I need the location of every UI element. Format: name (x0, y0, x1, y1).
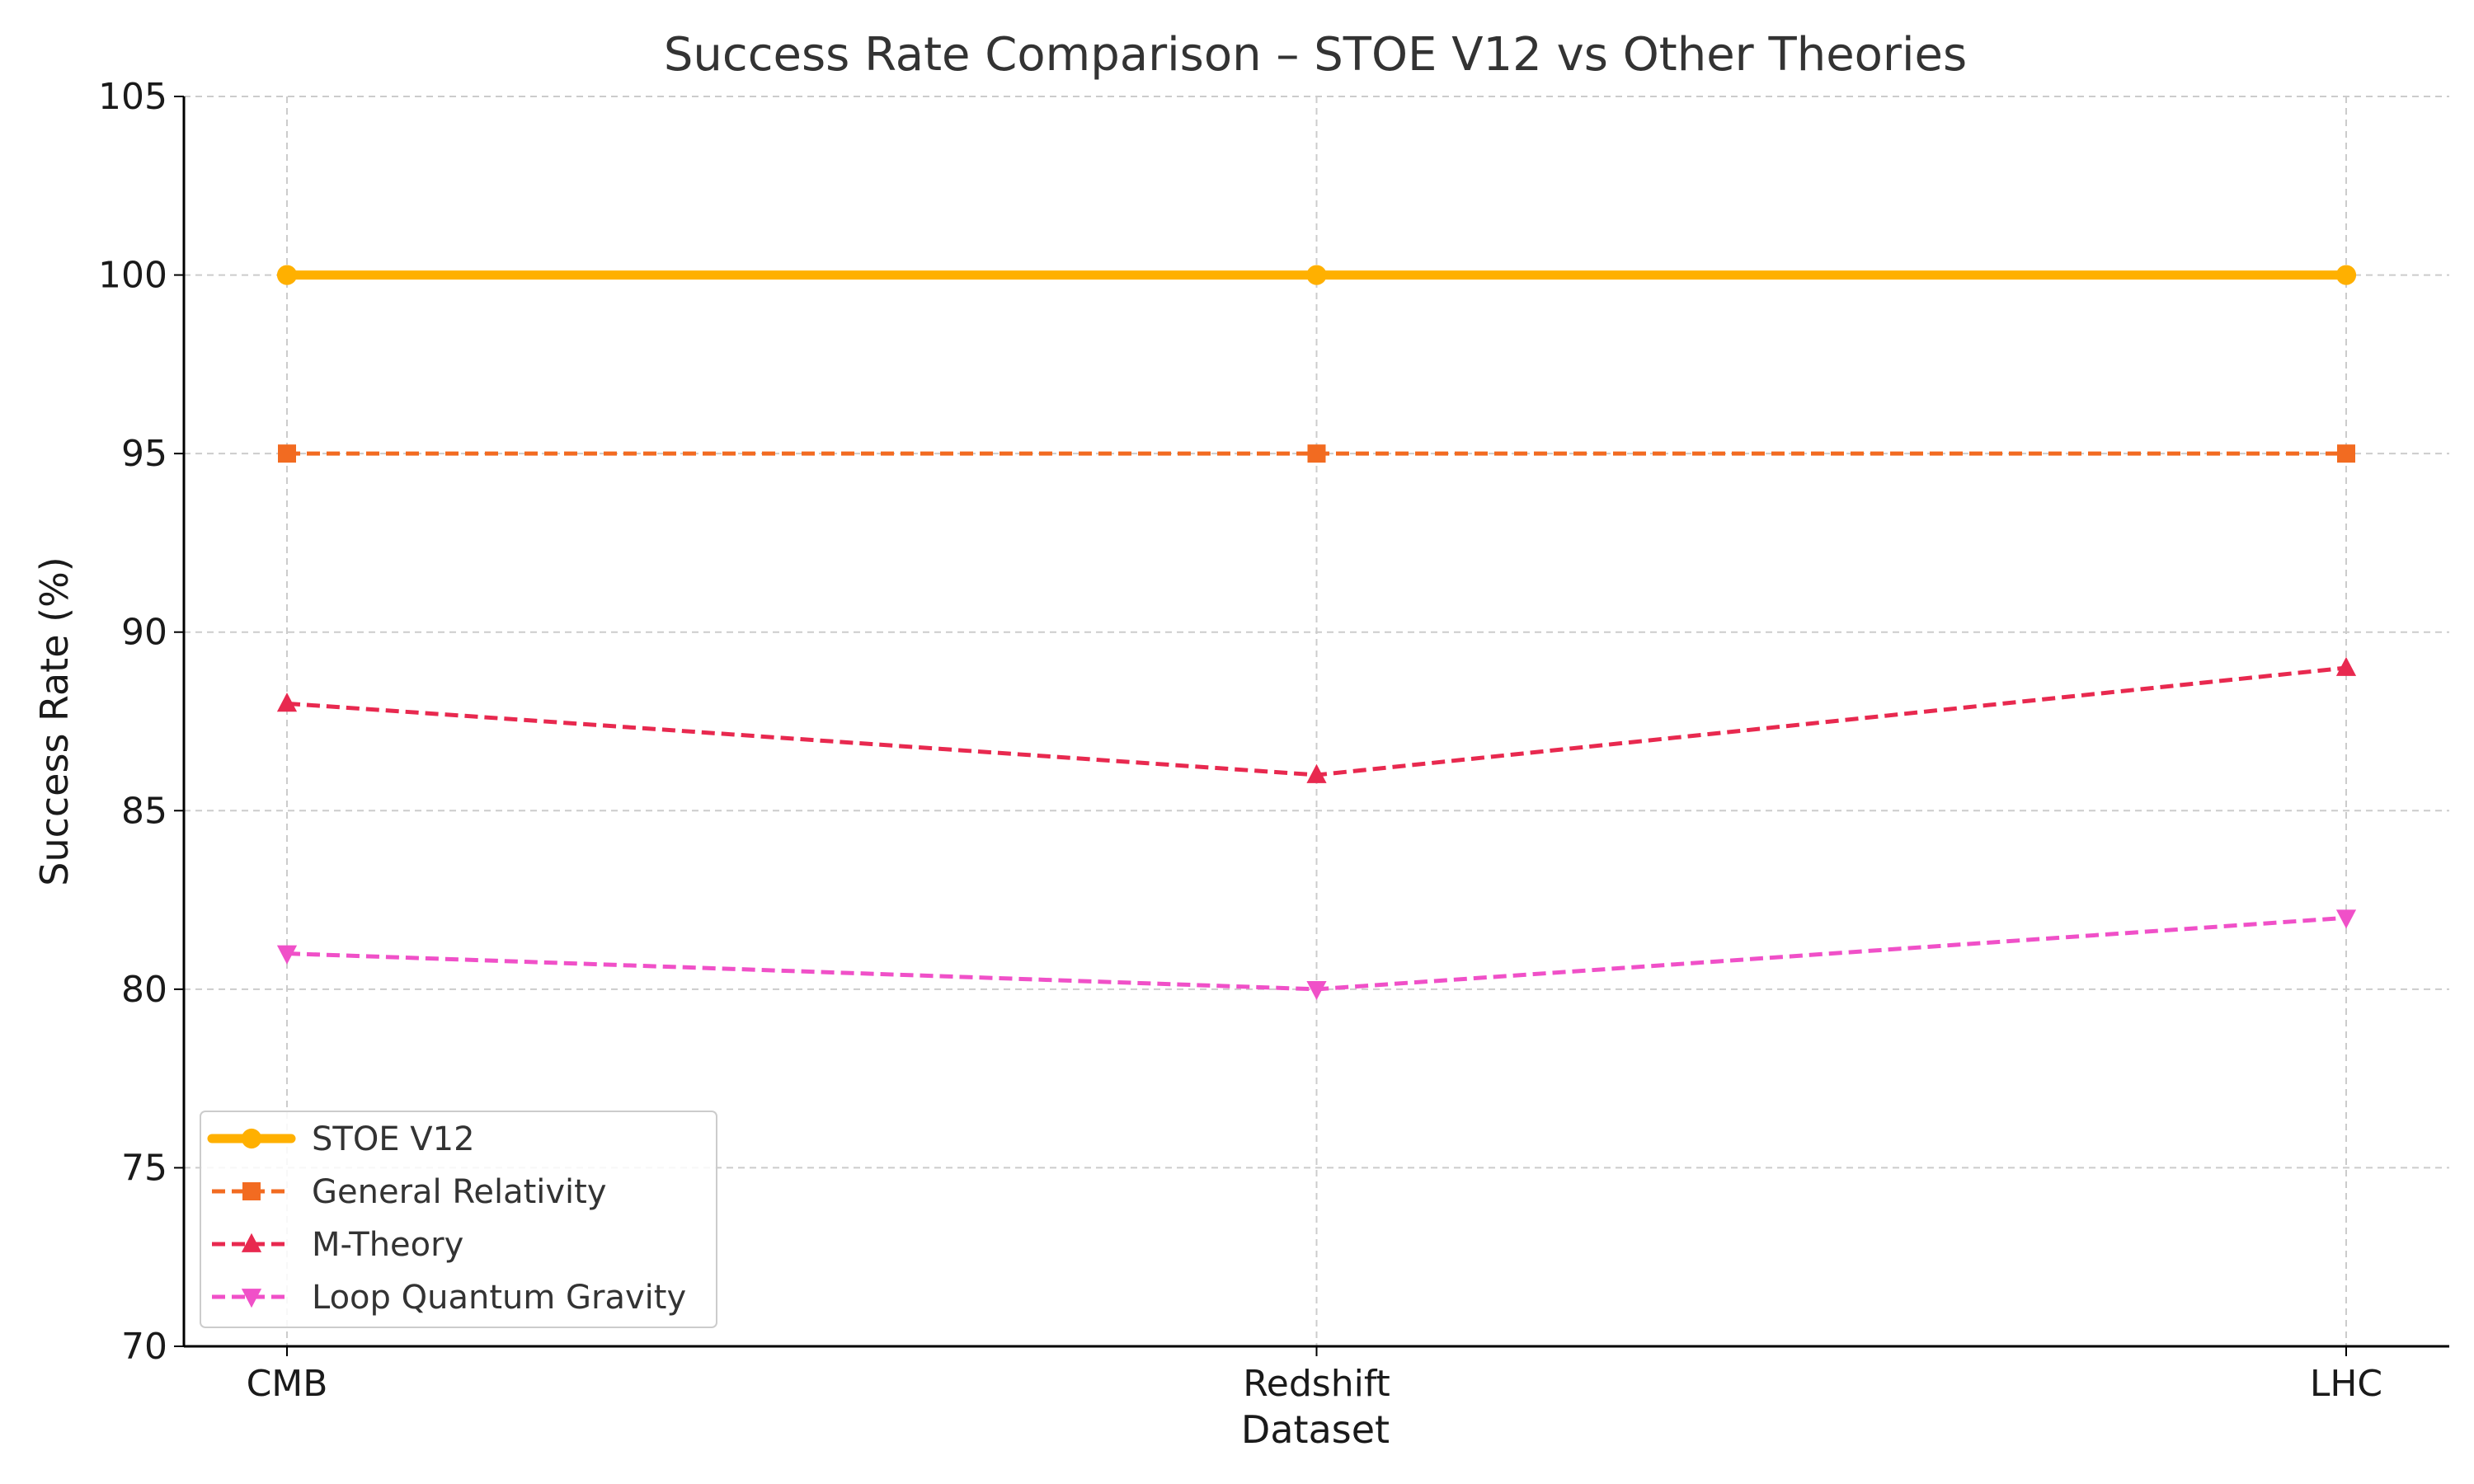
legend-box (200, 1111, 717, 1328)
x-tick-label: CMB (247, 1363, 328, 1405)
series-group (276, 656, 2357, 783)
legend-label: M-Theory (312, 1226, 463, 1264)
chart-title: Success Rate Comparison – STOE V12 vs Ot… (664, 28, 1967, 82)
legend-label: General Relativity (312, 1173, 607, 1211)
series-group (278, 444, 2355, 463)
legend-entry: STOE V12 (207, 1120, 475, 1158)
x-tick-label: Redshift (1243, 1363, 1390, 1405)
series-layer (276, 265, 2357, 1001)
data-point (276, 265, 298, 285)
data-point (1306, 265, 1327, 285)
data-point (2335, 909, 2357, 929)
y-tick-label: 100 (98, 255, 167, 297)
data-point (2335, 265, 2357, 285)
y-tick-label: 105 (98, 76, 167, 118)
x-tick-label: LHC (2310, 1363, 2382, 1405)
data-point (276, 945, 298, 965)
legend-entry: M-Theory (212, 1226, 463, 1264)
series-group (276, 909, 2357, 1001)
data-point (276, 693, 298, 712)
data-point (2335, 656, 2357, 676)
y-tick-label: 90 (121, 612, 167, 654)
legend-entry: Loop Quantum Gravity (212, 1279, 686, 1317)
legend-label: Loop Quantum Gravity (312, 1279, 686, 1317)
legend-marker (241, 1233, 262, 1252)
y-tick-label: 75 (121, 1147, 167, 1189)
y-tick-label: 85 (121, 790, 167, 832)
data-point (1307, 444, 1326, 463)
x-axis-label: Dataset (1241, 1407, 1390, 1452)
data-point (278, 444, 296, 463)
y-tick-label: 95 (121, 433, 167, 475)
data-point (1306, 763, 1327, 783)
axes: 70 75 80 85 90 95 100 105 CMB Redshift LHC (98, 76, 2449, 1405)
legend: STOE V12 General Relativity M-Theory Loop Q… (200, 1111, 717, 1328)
legend-marker (241, 1128, 262, 1149)
data-point (2337, 444, 2355, 463)
y-tick-label: 80 (121, 969, 167, 1011)
series-group (276, 265, 2357, 285)
legend-entry: General Relativity (212, 1173, 607, 1211)
data-point (1306, 980, 1327, 1001)
legend-marker (241, 1289, 262, 1308)
legend-label: STOE V12 (312, 1120, 475, 1158)
y-tick-label: 70 (121, 1326, 167, 1368)
y-axis-label: Success Rate (%) (32, 556, 77, 886)
legend-marker (242, 1182, 261, 1200)
